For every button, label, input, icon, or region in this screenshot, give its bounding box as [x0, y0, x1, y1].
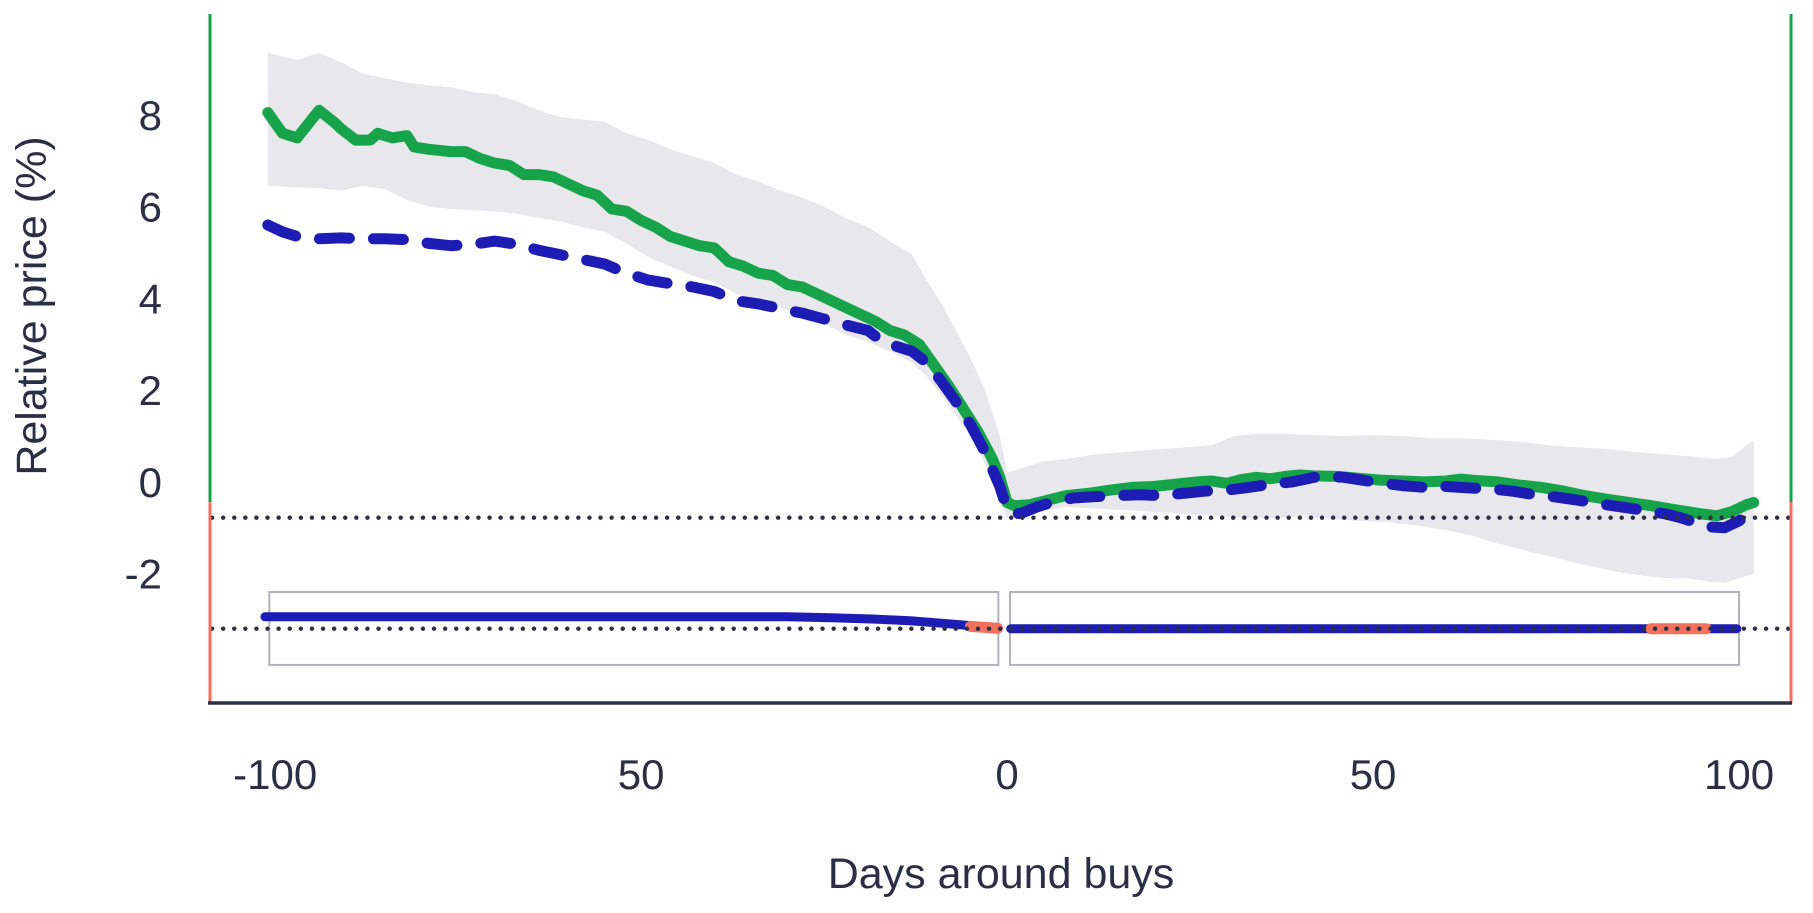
x-axis-title: Days around buys: [828, 850, 1175, 898]
green-series-line: [262, 104, 1760, 522]
y-tick-label--2: -2: [125, 551, 162, 598]
x-tick-label-50: 50: [618, 751, 665, 798]
axis-spines: [208, 14, 1793, 705]
x-tick-label--100: -100: [233, 751, 317, 798]
pre_buy_zoom_panel-red-segment: [965, 620, 1004, 634]
confidence-band-area: [267, 53, 1754, 583]
blue-dashed-line: [262, 219, 1760, 534]
y-tick-label-6: 6: [139, 184, 162, 231]
x-tick-label-50: 50: [1350, 751, 1397, 798]
x-tick-label-100: 100: [1704, 751, 1774, 798]
y-tick-label-4: 4: [139, 275, 162, 322]
y-tick-label-2: 2: [139, 367, 162, 414]
axis-tick-labels: 8 6 4 2 0 -2 -100 50 0 50 100: [125, 92, 1774, 798]
y-tick-label-0: 0: [139, 459, 162, 506]
y-tick-label-8: 8: [139, 92, 162, 139]
blue-dashed-series-line: [262, 219, 1760, 534]
pre_buy_zoom_panel-line: [260, 612, 1003, 633]
y-axis-title: Relative price (%): [8, 136, 56, 475]
x-tick-label-0: 0: [995, 751, 1018, 798]
green-line: [262, 104, 1760, 522]
confidence-band: [267, 53, 1754, 583]
